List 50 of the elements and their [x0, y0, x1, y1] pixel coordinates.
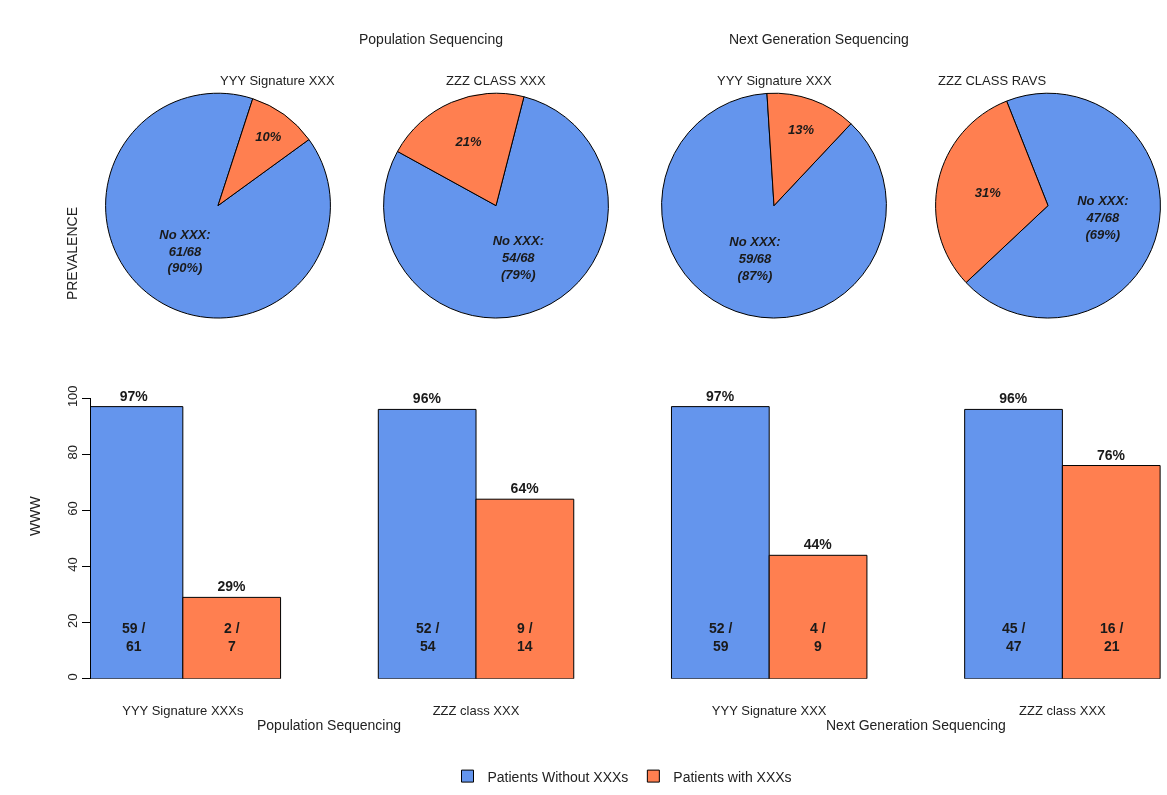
data-label: 10%: [255, 128, 282, 144]
annotation: 2 / 7: [224, 620, 240, 655]
y-tick-label: 100: [64, 385, 80, 408]
data-label: No XXX: 59/68 (87%): [729, 234, 781, 283]
annotation: 45 / 47: [1002, 620, 1026, 655]
y-tick-label: 40: [64, 557, 80, 572]
y-tick-label: 60: [64, 501, 80, 516]
text: Population Sequencing: [257, 717, 402, 733]
legend-label: Patients Without XXXs: [487, 768, 629, 785]
data-label: 31%: [974, 184, 1002, 200]
pie-slice: [105, 92, 331, 319]
data-label: 97%: [119, 387, 149, 404]
data-label: 97%: [706, 387, 735, 404]
y-tick-label: 0: [64, 673, 80, 681]
annotation: 16 / 21: [1100, 620, 1124, 655]
data-label: 44%: [803, 536, 833, 553]
y-tick-label: 80: [64, 445, 80, 460]
data-label: 76%: [1096, 446, 1126, 463]
x-tick-label: YYY Signature XXXs: [122, 702, 244, 718]
x-tick-label: ZZZ class XXX: [432, 702, 520, 718]
x-tick-label: YYY Signature XXX: [711, 702, 827, 718]
annotation: 52 / 54: [416, 620, 440, 655]
data-label: 96%: [999, 390, 1028, 407]
data-label: No XXX: 61/68 (90%): [159, 226, 211, 276]
annotation: 9 / 14: [517, 620, 533, 655]
text: Next Generation Sequencing: [729, 31, 909, 47]
y-tick-label: 20: [64, 613, 80, 628]
x-tick-label: ZZZ class XXX: [1019, 702, 1107, 718]
pie-slice: [661, 92, 887, 319]
chart-title: ZZZ CLASS XXX: [446, 73, 547, 88]
chart-title: ZZZ CLASS RAVS: [938, 73, 1047, 88]
data-label: 13%: [788, 122, 815, 138]
pie-slice: [383, 96, 609, 319]
chart-title: YYY Signature XXX: [717, 73, 832, 88]
annotation: 4 / 9: [810, 620, 826, 655]
data-label: 21%: [454, 134, 483, 150]
annotation: 59 / 61: [122, 620, 146, 655]
data-label: No XXX: 47/68 (69%): [1077, 193, 1129, 243]
text: Population Sequencing: [359, 31, 504, 47]
annotation: 52 / 59: [709, 620, 733, 655]
y-axis-title: WWW: [27, 495, 44, 536]
chart-title: YYY Signature XXX: [220, 73, 335, 88]
data-label: 29%: [217, 578, 246, 595]
text: Next Generation Sequencing: [826, 717, 1006, 733]
data-label: 64%: [510, 480, 540, 497]
text: PREVALENCE: [63, 207, 80, 301]
legend-label: Patients with XXXs: [673, 768, 792, 785]
data-label: 96%: [412, 390, 442, 407]
data-label: No XXX: 54/68 (79%): [492, 232, 544, 282]
pie-slice: [217, 98, 310, 207]
